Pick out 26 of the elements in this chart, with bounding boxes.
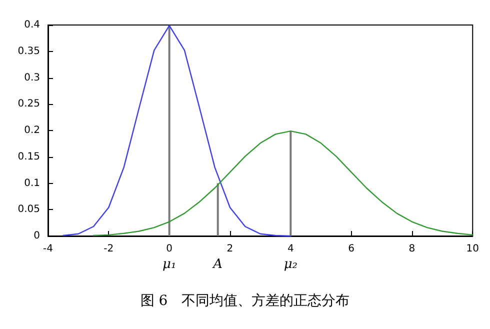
x-tick-label: 2 (226, 244, 234, 254)
line-series (62, 24, 292, 237)
x-tick-label: 10 (466, 244, 480, 254)
line-series (92, 130, 474, 236)
y-tick-label: 0.2 (24, 125, 40, 136)
x-tick-label: 0 (166, 244, 173, 254)
x-tick-label: 8 (408, 244, 416, 254)
annotation: μ₂ (284, 257, 298, 272)
bar (290, 131, 292, 236)
caption: 图 6 不同均值、方差的正态分布 (140, 293, 350, 309)
bar (216, 183, 219, 236)
y-tick-label: 0.05 (18, 204, 40, 216)
annotation: A (212, 257, 223, 272)
y-tick-label: 0.15 (18, 151, 40, 162)
y-tick-label: 0 (34, 230, 40, 242)
y-tick-label: 0.25 (18, 98, 40, 110)
annotation: μ₁ (162, 257, 176, 272)
x-tick-label: 4 (287, 244, 294, 254)
y-tick-label: 0.35 (18, 46, 40, 57)
y-tick-label: 0.3 (24, 72, 40, 84)
y-tick-label: 0.1 (24, 178, 40, 189)
x-tick-label: -4 (43, 244, 53, 254)
x-tick-label: -2 (104, 244, 114, 254)
bar (168, 26, 170, 236)
y-tick-label: 0.4 (24, 20, 40, 30)
x-tick-label: 6 (348, 244, 354, 254)
